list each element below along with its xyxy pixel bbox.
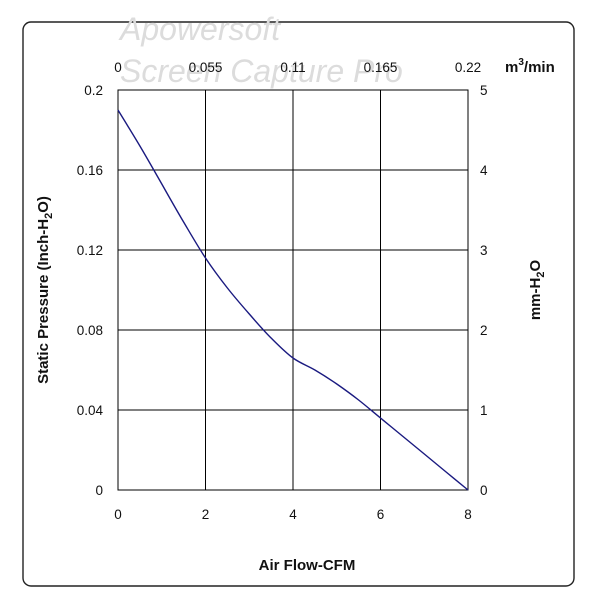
x-top-tick-label: 0.055 bbox=[189, 60, 223, 75]
x-tick-label: 6 bbox=[377, 507, 385, 522]
x-top-tick-label: 0.165 bbox=[364, 60, 398, 75]
plot-area bbox=[117, 89, 469, 491]
y-right-title-part1: mm-H bbox=[527, 278, 544, 321]
y-right-tick-label: 1 bbox=[480, 403, 488, 418]
x-top-unit-end: /min bbox=[524, 59, 555, 76]
y-right-tick-label: 0 bbox=[480, 483, 488, 498]
watermark: Apowersoft Screen Capture Pro bbox=[118, 11, 403, 89]
grid bbox=[118, 90, 468, 490]
x-axis-title: Air Flow-CFM bbox=[259, 557, 356, 574]
y-right-tick-label: 3 bbox=[480, 243, 488, 258]
x-tick-label: 2 bbox=[202, 507, 210, 522]
y-left-tick-label: 0.16 bbox=[77, 163, 103, 178]
x-top-unit-base: m bbox=[505, 59, 518, 76]
tick-labels: 0 2 4 6 80 0.055 0.11 0.165 0.2200.040.080.120.1… bbox=[77, 60, 488, 522]
y-right-title-part2: O bbox=[527, 260, 544, 272]
x-tick-label: 8 bbox=[464, 507, 472, 522]
x-tick-label: 0 bbox=[114, 507, 122, 522]
y-left-tick-label: 0.08 bbox=[77, 323, 103, 338]
series-line bbox=[117, 109, 469, 491]
y-left-tick-label: 0.2 bbox=[84, 83, 103, 98]
x-tick-label: 4 bbox=[289, 507, 297, 522]
x-top-tick-label: 0.11 bbox=[280, 60, 305, 75]
watermark-line1: Apowersoft bbox=[118, 11, 281, 47]
y-left-tick-label: 0.04 bbox=[77, 403, 104, 418]
x-top-tick-label: 0 bbox=[114, 60, 122, 75]
watermark-line2: Screen Capture Pro bbox=[120, 53, 403, 89]
y-right-tick-label: 2 bbox=[480, 323, 488, 338]
y-left-tick-label: 0 bbox=[95, 483, 103, 498]
x-top-tick-label: 0.22 bbox=[455, 60, 481, 75]
y-left-title-sub: 2 bbox=[43, 213, 55, 219]
x-top-unit-sup: 3 bbox=[518, 57, 524, 68]
series-layer bbox=[117, 109, 469, 491]
y-axis-left-title: Static Pressure (Inch-H2O) bbox=[35, 196, 55, 384]
y-left-title-part2: O) bbox=[35, 196, 52, 213]
y-left-title-part1: Static Pressure (Inch-H bbox=[35, 219, 52, 384]
y-left-tick-label: 0.12 bbox=[77, 243, 103, 258]
y-right-title-sub: 2 bbox=[535, 272, 547, 278]
y-axis-right-title: mm-H2O bbox=[527, 260, 547, 321]
chart-frame bbox=[22, 21, 575, 587]
y-right-tick-label: 5 bbox=[480, 83, 488, 98]
y-right-tick-label: 4 bbox=[480, 163, 488, 178]
x-top-unit: m3/min bbox=[505, 57, 555, 76]
